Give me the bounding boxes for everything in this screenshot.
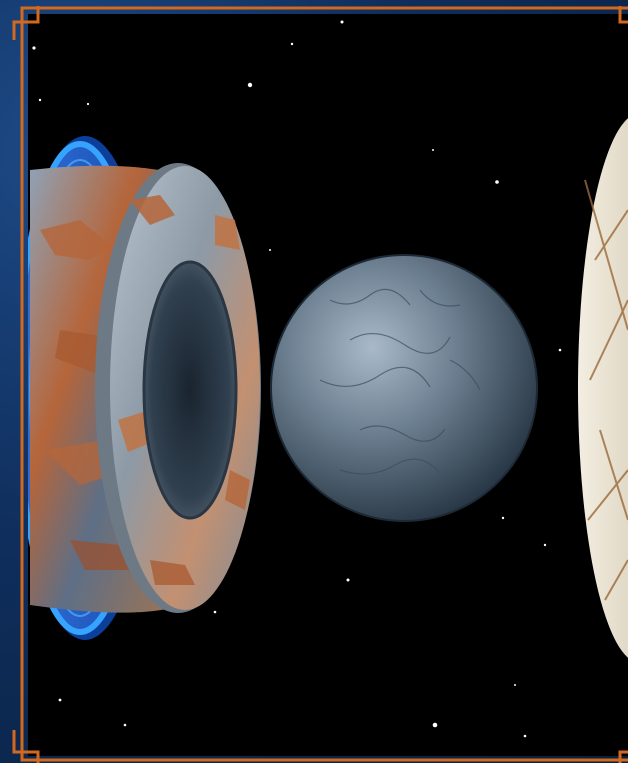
crust-ring [95,163,261,613]
stars [32,20,562,738]
core-sphere [270,254,538,522]
outer-crust-shell [578,118,628,658]
decorative-frame [12,6,628,763]
